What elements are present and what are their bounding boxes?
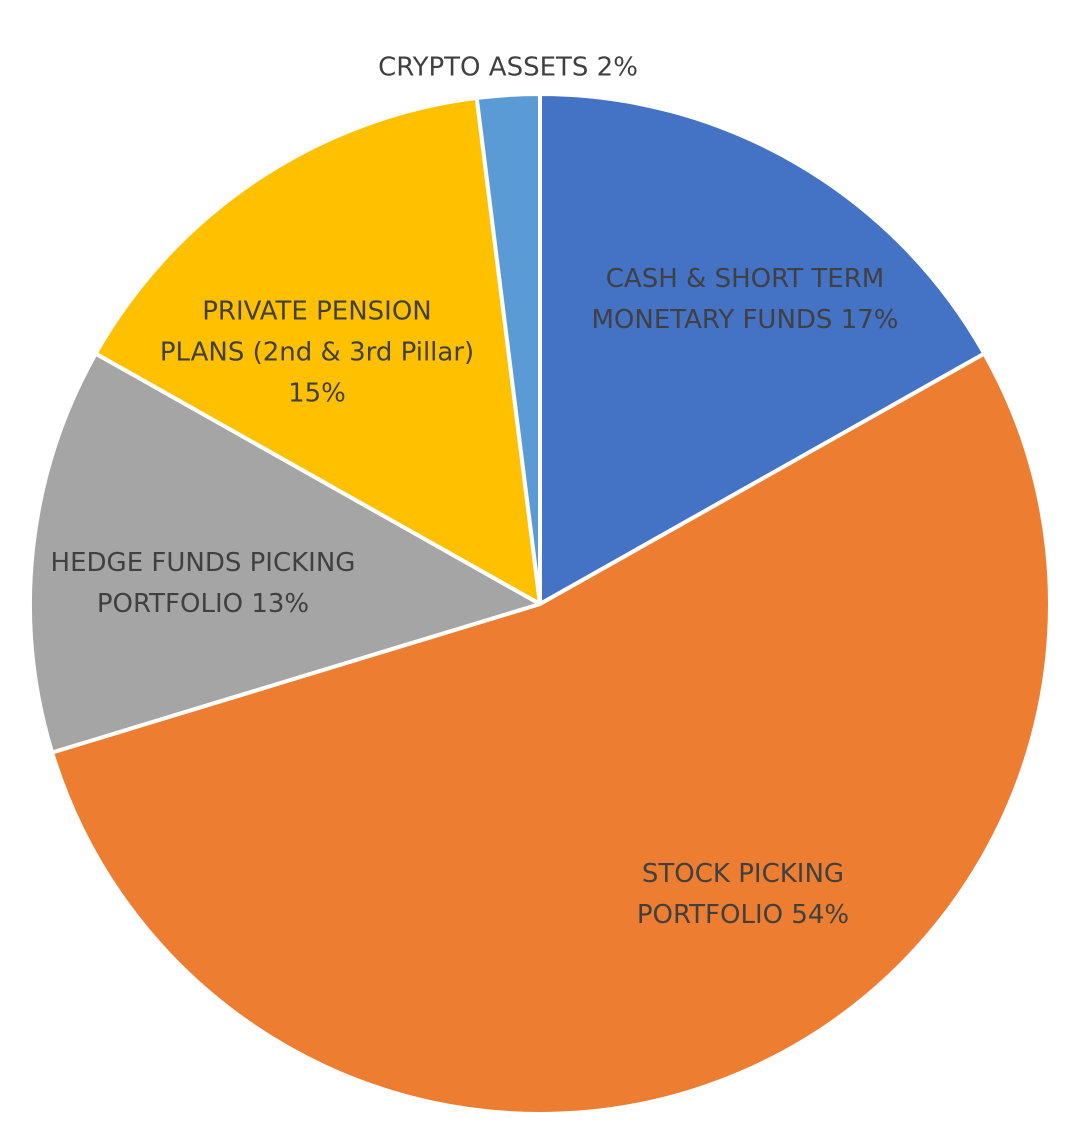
data-label-line: CRYPTO ASSETS 2% [378, 53, 638, 83]
data-label-line: STOCK PICKING [642, 859, 844, 889]
pie-slice-stock-picking-portfolio [50, 351, 1052, 1116]
pie-slice-private-pension-plans-2nd-3rd-pillar [93, 95, 542, 606]
data-label-hedge-funds-picking-portfolio: HEDGE FUNDS PICKING PORTFOLIO 13% [51, 548, 356, 619]
data-label-line: PORTFOLIO 13% [97, 589, 309, 619]
data-label-line: 15% [288, 379, 346, 409]
pie-slices [27, 92, 1052, 1116]
data-label-line: MONETARY FUNDS 17% [592, 305, 899, 335]
pie-slice-crypto-assets [474, 92, 542, 606]
pie-slice-cash-short-term-monetary-funds [538, 92, 987, 606]
data-label-line: CASH & SHORT TERM [606, 264, 884, 294]
data-label-private-pension-plans-2nd-3rd-pillar: PRIVATE PENSION PLANS (2nd & 3rd Pillar) 1… [160, 297, 474, 409]
data-label-line: PRIVATE PENSION [202, 297, 432, 327]
data-label-line: HEDGE FUNDS PICKING [51, 548, 356, 578]
data-label-stock-picking-portfolio: STOCK PICKING PORTFOLIO 54% [637, 859, 849, 930]
data-label-line: PORTFOLIO 54% [637, 900, 849, 930]
data-label-cash-short-term-monetary-funds: CASH & SHORT TERM MONETARY FUNDS 17% [592, 264, 899, 335]
pie-slice-hedge-funds-picking-portfolio [27, 351, 542, 755]
data-label-crypto-assets: CRYPTO ASSETS 2% [378, 53, 638, 83]
pie-labels: CASH & SHORT TERM MONETARY FUNDS 17% STOCK… [51, 53, 899, 931]
data-label-line: PLANS (2nd & 3rd Pillar) [160, 338, 474, 368]
